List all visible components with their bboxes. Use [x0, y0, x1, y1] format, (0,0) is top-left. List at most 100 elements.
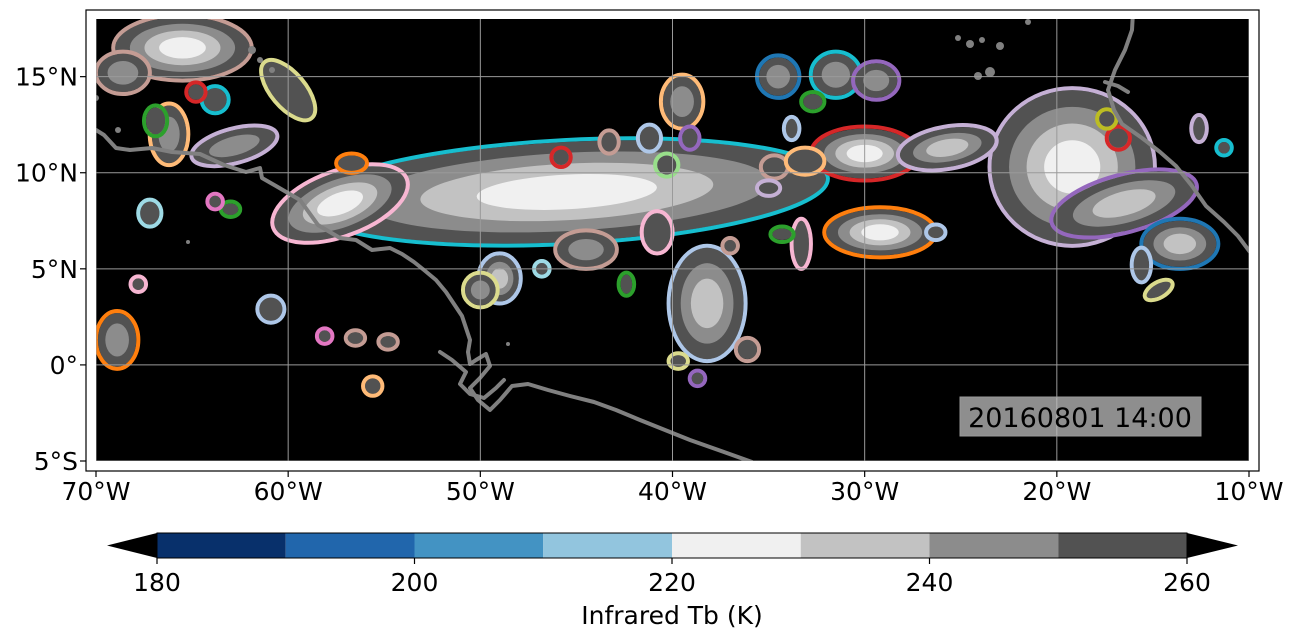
convective-system [184, 80, 208, 104]
tb-contour-fill [132, 278, 145, 290]
system-outline [96, 309, 141, 371]
system-outline [361, 374, 385, 398]
convective-system [678, 124, 702, 152]
y-tick-label: 0° [50, 351, 78, 380]
convective-system [781, 114, 802, 143]
tb-contour-fill [188, 84, 204, 100]
convective-system [754, 178, 783, 198]
system-outline [754, 178, 783, 198]
tb-contour-fill [601, 132, 617, 152]
x-tick-label: 60°W [254, 477, 323, 506]
tb-contour-fill [863, 69, 890, 92]
convective-system [343, 328, 368, 348]
convective-system [616, 270, 637, 298]
colorbar-tick-label: 180 [133, 568, 181, 597]
convective-system [758, 153, 790, 181]
tb-contour-fill [1099, 111, 1115, 127]
system-outline [1189, 113, 1209, 145]
convective-system [549, 145, 573, 170]
tb-contour-fill [209, 134, 260, 158]
convective-system [136, 197, 164, 229]
convective-system [733, 335, 762, 364]
convective-system [205, 191, 225, 212]
tb-contour-fill [682, 128, 698, 148]
convective-system [924, 222, 948, 243]
tb-contour-fill [1044, 140, 1101, 194]
convective-system [687, 368, 708, 389]
convective-system [189, 123, 280, 169]
convective-system [376, 332, 400, 352]
colorbar: 180 200 220 240 260 Infrared Tb (K) [107, 532, 1238, 630]
convective-system [1139, 216, 1221, 271]
convective-system [822, 205, 938, 260]
convective-system [1214, 137, 1234, 158]
system-outline [720, 236, 740, 256]
x-tick-label: 20°W [1022, 477, 1091, 506]
system-outline [96, 49, 152, 97]
tb-contour-fill [861, 224, 899, 241]
y-tick-label: 15°N [15, 63, 78, 92]
south-america-inland-coast [438, 350, 506, 400]
colorbar-tick-label: 200 [391, 568, 439, 597]
tb-contour-fill [476, 173, 657, 210]
tb-contour-fill [758, 182, 779, 194]
colorbar-tick-label: 240 [906, 568, 954, 597]
x-tick-label: 40°W [638, 477, 707, 506]
convective-system [1049, 167, 1199, 240]
convective-system [1142, 277, 1175, 303]
tb-contour-fill [762, 157, 786, 177]
timestamp-box: 20160801 14:00 [959, 396, 1202, 437]
system-outline [666, 351, 690, 371]
tb-contour-fill [365, 378, 381, 394]
convective-system [111, 19, 254, 83]
colorbar-cell [414, 533, 544, 558]
system-outline [851, 59, 902, 102]
system-outline [1095, 107, 1119, 131]
convective-system [658, 72, 706, 131]
system-outline [678, 124, 702, 152]
tb-contour-fill [793, 220, 809, 267]
africa-coastline [1106, 19, 1249, 255]
convective-system [895, 123, 999, 173]
tb-contour-fill [317, 190, 363, 217]
map-panel[interactable] [85, 9, 1262, 472]
tb-contour-fill [821, 61, 851, 88]
convective-system [141, 103, 170, 139]
convective-system [128, 274, 149, 294]
tb-contour-fill [159, 37, 206, 59]
tb-contour-fill [209, 195, 221, 208]
colorbar-tick-label: 260 [1163, 568, 1211, 597]
tb-contour-fill [928, 226, 944, 239]
tb-contour-fill [107, 60, 139, 85]
convective-system [799, 89, 827, 114]
convective-system [783, 145, 827, 177]
tb-contour-fill [347, 332, 364, 344]
colorbar-under-extension [107, 533, 157, 558]
y-tick-label: 5°N [31, 255, 78, 284]
convective-system [666, 351, 690, 371]
x-axis-ticks: 70°W 60°W 50°W 40°W 30°W 20°W 10°W [61, 471, 1284, 506]
system-outline [1142, 277, 1175, 303]
timestamp-text: 20160801 14:00 [968, 403, 1192, 434]
system-outline [205, 191, 225, 212]
x-tick-label: 30°W [830, 477, 899, 506]
tb-contour-fill [553, 149, 569, 166]
tb-contour-fill [926, 138, 969, 157]
convective-system [789, 216, 813, 271]
colorbar-cell [929, 533, 1059, 558]
tb-contour-fill [1146, 281, 1171, 299]
tb-contour-fill [318, 330, 331, 342]
convective-system [96, 49, 152, 97]
colorbar-cell [1058, 533, 1187, 558]
tb-contour-fill [657, 155, 677, 175]
system-outline [799, 89, 827, 114]
x-tick-label: 50°W [446, 477, 515, 506]
system-outline [136, 197, 164, 229]
system-outline [1104, 124, 1132, 152]
system-outline [343, 328, 368, 348]
system-outline [255, 293, 287, 325]
islands-layer [96, 19, 1031, 346]
colorbar-cell [543, 533, 672, 558]
convective-system [768, 224, 796, 244]
